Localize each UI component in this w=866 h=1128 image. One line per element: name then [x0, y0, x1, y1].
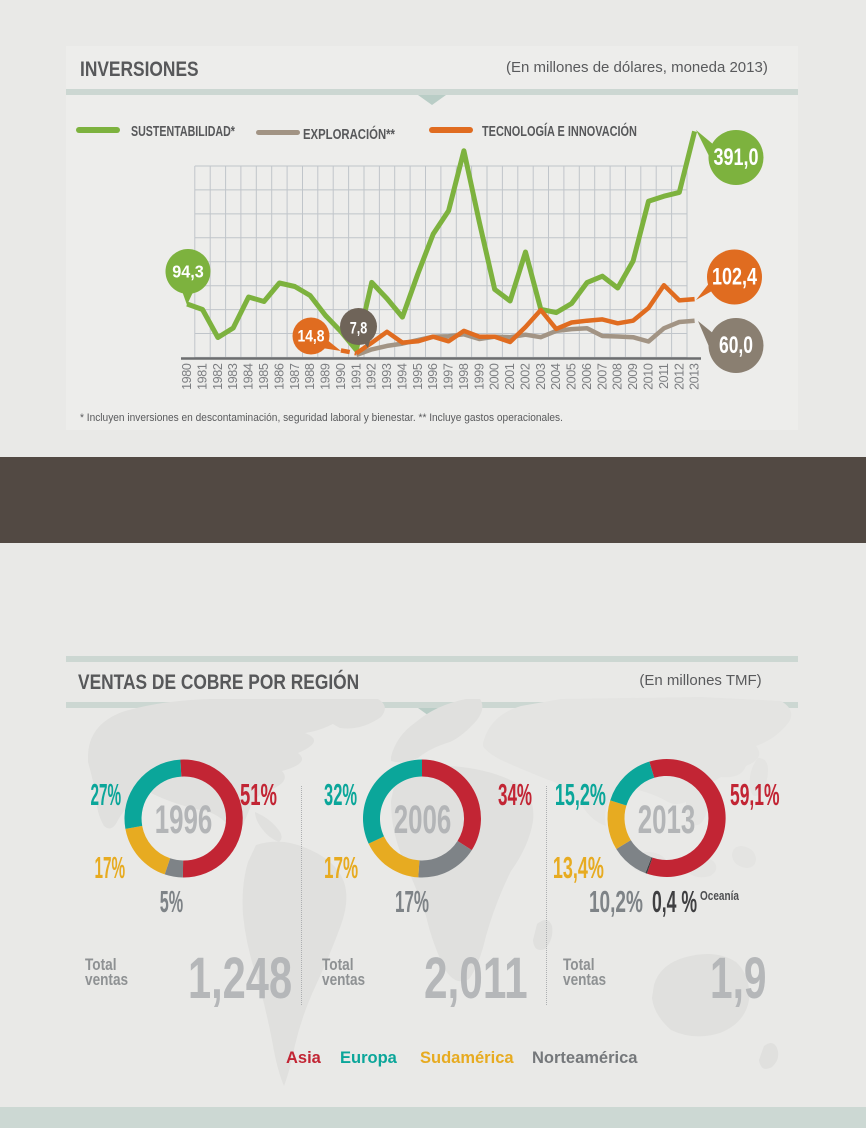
- svg-text:102,4: 102,4: [712, 264, 757, 291]
- svg-text:391,0: 391,0: [714, 144, 759, 171]
- svg-text:1980: 1980: [180, 363, 194, 390]
- svg-text:1987: 1987: [288, 363, 302, 390]
- svg-text:1993: 1993: [380, 363, 394, 390]
- svg-text:60,0: 60,0: [719, 332, 753, 359]
- svg-text:1986: 1986: [272, 363, 286, 390]
- svg-text:2006: 2006: [580, 363, 594, 390]
- svg-text:14,8: 14,8: [298, 327, 325, 346]
- svg-text:2007: 2007: [595, 363, 609, 390]
- svg-text:2002: 2002: [519, 363, 533, 390]
- svg-text:2004: 2004: [549, 363, 563, 390]
- svg-text:1989: 1989: [319, 363, 333, 390]
- svg-text:1996: 1996: [426, 363, 440, 390]
- svg-text:2009: 2009: [626, 363, 640, 390]
- svg-text:1990: 1990: [334, 363, 348, 390]
- svg-text:2001: 2001: [503, 363, 517, 390]
- svg-text:1983: 1983: [226, 363, 240, 390]
- svg-text:7,8: 7,8: [350, 319, 368, 338]
- svg-text:2000: 2000: [488, 363, 502, 390]
- svg-text:1982: 1982: [211, 363, 225, 390]
- svg-text:1988: 1988: [303, 363, 317, 390]
- svg-text:2003: 2003: [534, 363, 548, 390]
- svg-text:1992: 1992: [365, 363, 379, 390]
- svg-text:2010: 2010: [642, 363, 656, 390]
- svg-text:2008: 2008: [611, 363, 625, 390]
- svg-text:1999: 1999: [472, 363, 486, 390]
- svg-text:1997: 1997: [442, 363, 456, 390]
- svg-text:2005: 2005: [565, 363, 579, 390]
- svg-text:1991: 1991: [349, 363, 363, 390]
- svg-text:2011: 2011: [657, 363, 671, 389]
- svg-text:1995: 1995: [411, 363, 425, 390]
- svg-text:2012: 2012: [672, 363, 686, 390]
- svg-text:1984: 1984: [242, 363, 256, 390]
- svg-text:1994: 1994: [395, 363, 409, 390]
- svg-text:2013: 2013: [688, 363, 702, 390]
- svg-text:1981: 1981: [196, 363, 210, 390]
- svg-text:1998: 1998: [457, 363, 471, 390]
- svg-text:94,3: 94,3: [172, 262, 204, 282]
- svg-text:1985: 1985: [257, 363, 271, 390]
